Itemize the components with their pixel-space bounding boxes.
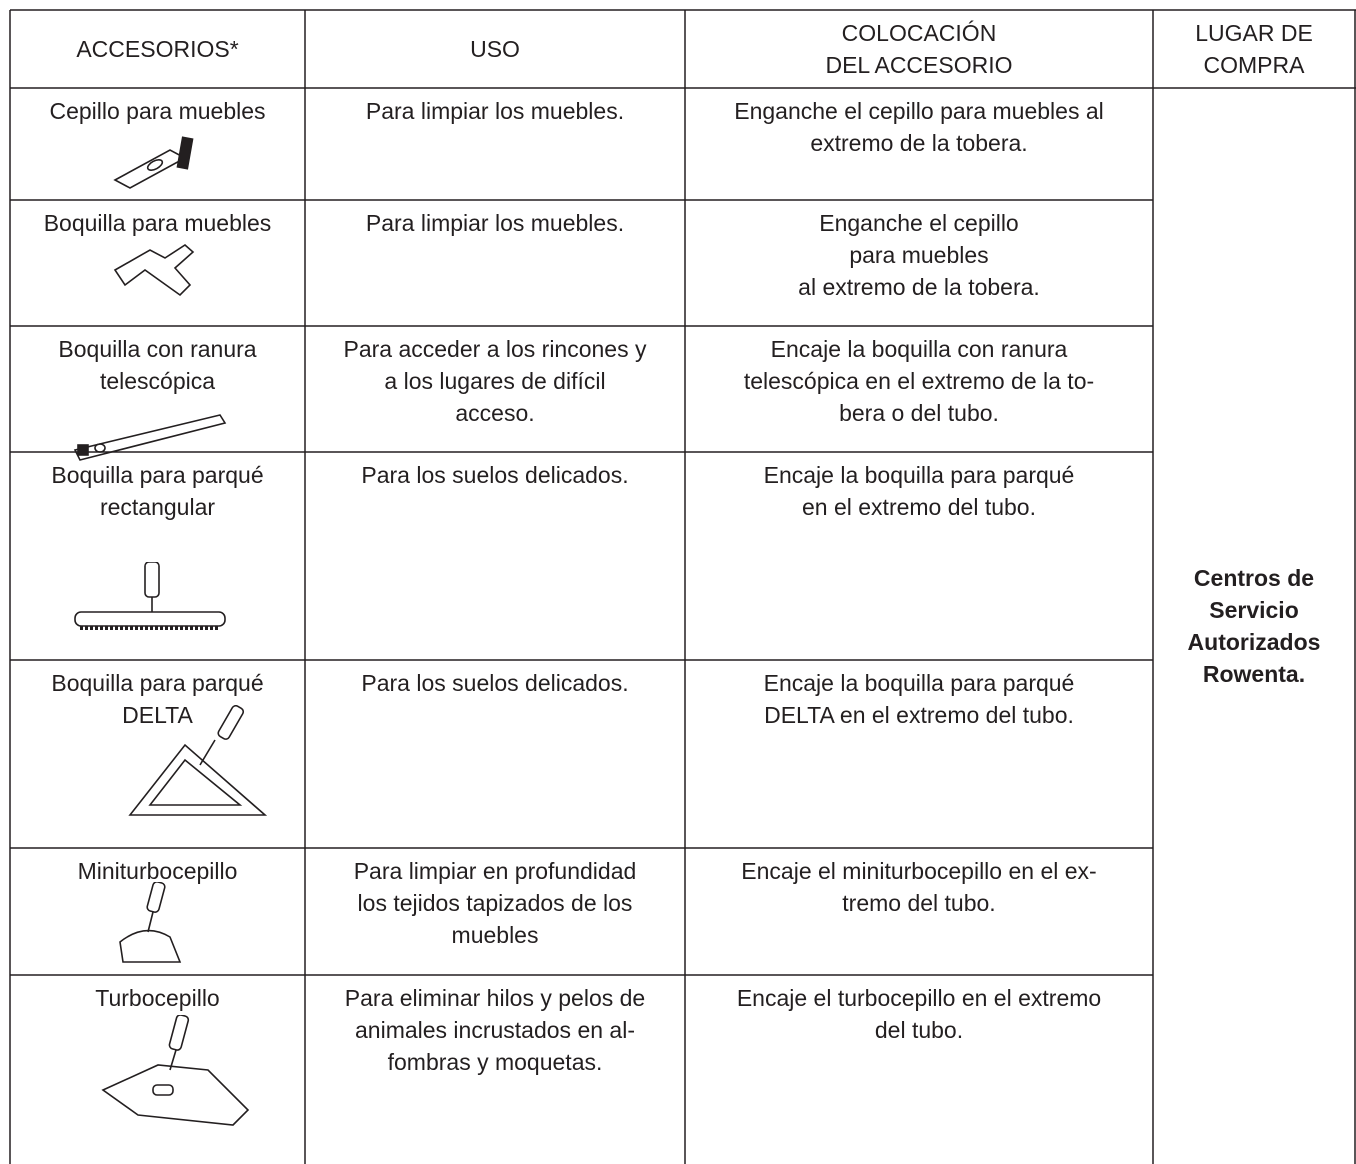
text-line: Boquilla con ranura [58, 336, 257, 362]
text-line: fombras y moquetas. [387, 1049, 603, 1075]
text-line: Para eliminar hilos y pelos de [344, 985, 646, 1011]
placement-text: Encaje la boquilla con ranura telescópica… [685, 333, 1153, 429]
text-line: USO [470, 36, 520, 62]
accessory-icon [101, 1015, 250, 1126]
placement-text: Enganche el cepillo para muebles al extrem… [685, 207, 1153, 303]
text-line: Encaje el miniturbocepillo en el ex- [741, 858, 1097, 884]
accessory-name: Boquilla con ranura telescópica [10, 333, 305, 397]
text-line: LUGAR DE [1195, 20, 1313, 46]
use-text: Para acceder a los rincones y a los lugar… [305, 333, 685, 429]
text-line: Turbocepillo [95, 985, 220, 1011]
use-text: Para limpiar los muebles. [305, 95, 685, 127]
text-line: bera o del tubo. [839, 400, 999, 426]
accessory-icon [128, 705, 268, 816]
accessory-name: Boquilla para muebles [10, 207, 305, 239]
text-line: para muebles [849, 242, 989, 268]
text-line: DELTA [122, 702, 193, 728]
text-line: Boquilla para muebles [43, 210, 272, 236]
text-line: Para limpiar los muebles. [365, 98, 625, 124]
text-line: Boquilla para parqué [51, 670, 264, 696]
accessory-icon [73, 414, 227, 461]
text-line: Para limpiar los muebles. [365, 210, 625, 236]
text-line: Encaje la boquilla con ranura [770, 336, 1068, 362]
use-text: Para eliminar hilos y pelos de animales i… [305, 982, 685, 1078]
text-line: Enganche el cepillo para muebles al [734, 98, 1104, 124]
text-line: DELTA en el extremo del tubo. [764, 702, 1074, 728]
placement-text: Encaje el miniturbocepillo en el ex-trem… [685, 855, 1153, 919]
text-line: muebles [451, 922, 539, 948]
accessory-icon [119, 882, 182, 963]
text-line: ACCESORIOS* [76, 36, 239, 62]
text-line: Servicio [1209, 597, 1299, 623]
text-line: los tejidos tapizados de los [357, 890, 633, 916]
use-text: Para limpiar en profundidad los tejidos t… [305, 855, 685, 951]
text-line: telescópica en el extremo de la to- [743, 368, 1095, 394]
text-line: COMPRA [1203, 52, 1305, 78]
text-line: Para limpiar en profundidad [353, 858, 637, 884]
text-line: Encaje la boquilla para parqué [763, 670, 1075, 696]
placement-text: Enganche el cepillo para muebles al extre… [685, 95, 1153, 159]
text-line: Centros de [1193, 565, 1315, 591]
header-cell: COLOCACIÓN DEL ACCESORIO [685, 17, 1153, 81]
header-cell: USO [305, 33, 685, 65]
text-line: animales incrustados en al- [355, 1017, 635, 1043]
header-cell: LUGAR DE COMPRA [1153, 17, 1355, 81]
accessory-icon [74, 562, 226, 630]
text-line: Para acceder a los rincones y [343, 336, 647, 362]
text-line: a los lugares de difícil [384, 368, 606, 394]
text-line: Miniturbocepillo [77, 858, 238, 884]
text-line: Encaje el turbocepillo en el extremo [736, 985, 1102, 1011]
text-line: Cepillo para muebles [49, 98, 266, 124]
text-line: DEL ACCESORIO [825, 52, 1013, 78]
text-line: COLOCACIÓN [841, 20, 997, 46]
placement-text: Encaje la boquilla para parqué DELTA en e… [685, 667, 1153, 731]
text-line: Enganche el cepillo [819, 210, 1019, 236]
accessory-icon [113, 136, 194, 189]
accessory-icon [113, 243, 195, 297]
text-line: Para los suelos delicados. [361, 462, 629, 488]
purchase-place: Centros de Servicio Autorizados Rowenta. [1153, 562, 1355, 690]
accessory-name: Miniturbocepillo [10, 855, 305, 887]
text-line: Para los suelos delicados. [361, 670, 629, 696]
text-line: Encaje la boquilla para parqué [763, 462, 1075, 488]
accessory-name: Boquilla para parqué DELTA [10, 667, 305, 731]
text-line: extremo de la tobera. [810, 130, 1028, 156]
accessory-name: Turbocepillo [10, 982, 305, 1014]
text-line: al extremo de la tobera. [798, 274, 1040, 300]
accessory-name: Cepillo para muebles [10, 95, 305, 127]
text-line: tremo del tubo. [842, 890, 996, 916]
text-line: rectangular [99, 494, 216, 520]
header-cell: ACCESORIOS* [10, 33, 305, 65]
text-line: Autorizados [1187, 629, 1321, 655]
placement-text: Encaje la boquilla para parqué en el extr… [685, 459, 1153, 523]
use-text: Para los suelos delicados. [305, 667, 685, 699]
text-line: acceso. [455, 400, 535, 426]
text-line: telescópica [99, 368, 216, 394]
use-text: Para limpiar los muebles. [305, 207, 685, 239]
placement-text: Encaje el turbocepillo en el extremo del … [685, 982, 1153, 1046]
text-line: Boquilla para parqué [51, 462, 264, 488]
text-line: en el extremo del tubo. [802, 494, 1036, 520]
use-text: Para los suelos delicados. [305, 459, 685, 491]
accessory-name: Boquilla para parqué rectangular [10, 459, 305, 523]
text-line: del tubo. [874, 1017, 964, 1043]
text-line: Rowenta. [1202, 661, 1306, 687]
